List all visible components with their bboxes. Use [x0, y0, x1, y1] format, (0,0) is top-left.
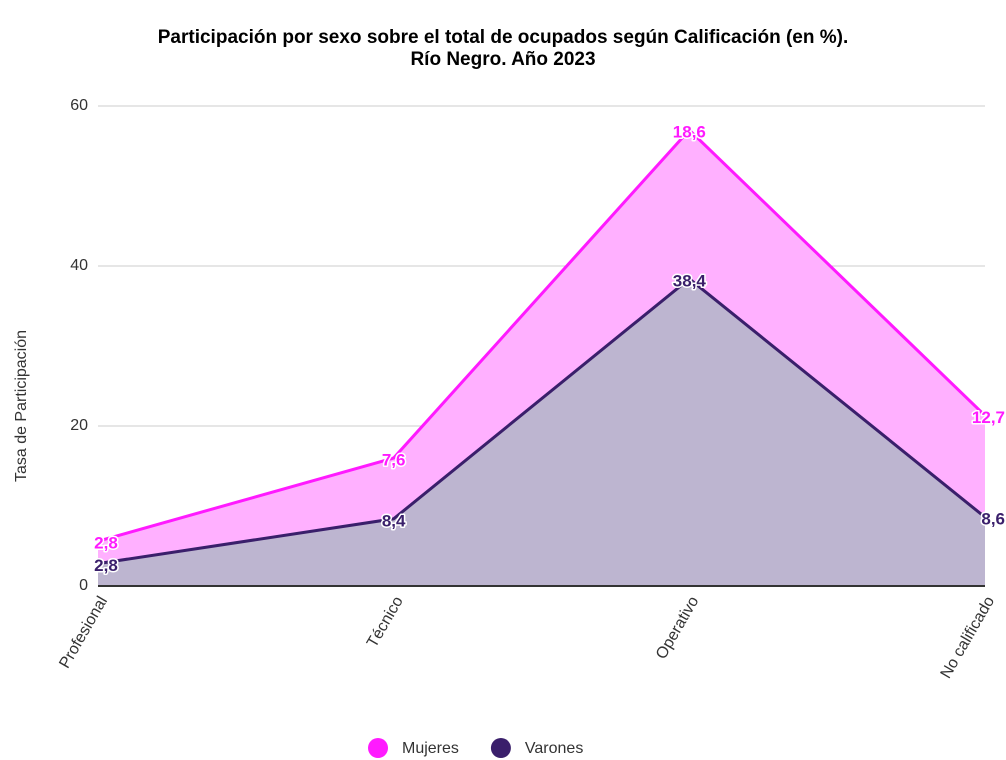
y-tick-label: 40 [70, 257, 88, 274]
value-label: 2,8 [94, 534, 118, 553]
value-label: 8,6 [981, 510, 1005, 529]
value-label: 2,8 [94, 556, 118, 575]
value-label: 38,4 [673, 271, 707, 290]
legend-swatch [490, 738, 511, 758]
value-label: 18,6 [673, 122, 706, 141]
value-label: 7,6 [382, 450, 406, 469]
legend-label: Mujeres [402, 740, 459, 757]
value-label: 12,7 [972, 408, 1005, 427]
y-axis-label: Tasa de Participación [13, 330, 30, 482]
y-tick-label: 20 [70, 417, 88, 434]
chart-title: Participación por sexo sobre el total de… [158, 27, 849, 48]
area [98, 130, 985, 564]
line [97, 276, 986, 566]
x-tick-label: No calificado [938, 594, 999, 682]
chart-subtitle: Río Negro. Año 2023 [410, 49, 595, 70]
value-label: 8,4 [382, 511, 406, 530]
line [97, 127, 987, 543]
x-tick-label: Técnico [364, 594, 407, 651]
y-tick-label: 0 [79, 577, 88, 594]
area [98, 278, 985, 586]
legend-swatch [368, 738, 388, 758]
legend-label: Varones [525, 740, 583, 757]
x-tick-label: Operativo [653, 594, 702, 663]
x-tick-label: Profesional [56, 594, 111, 672]
y-tick-label: 60 [70, 97, 88, 114]
